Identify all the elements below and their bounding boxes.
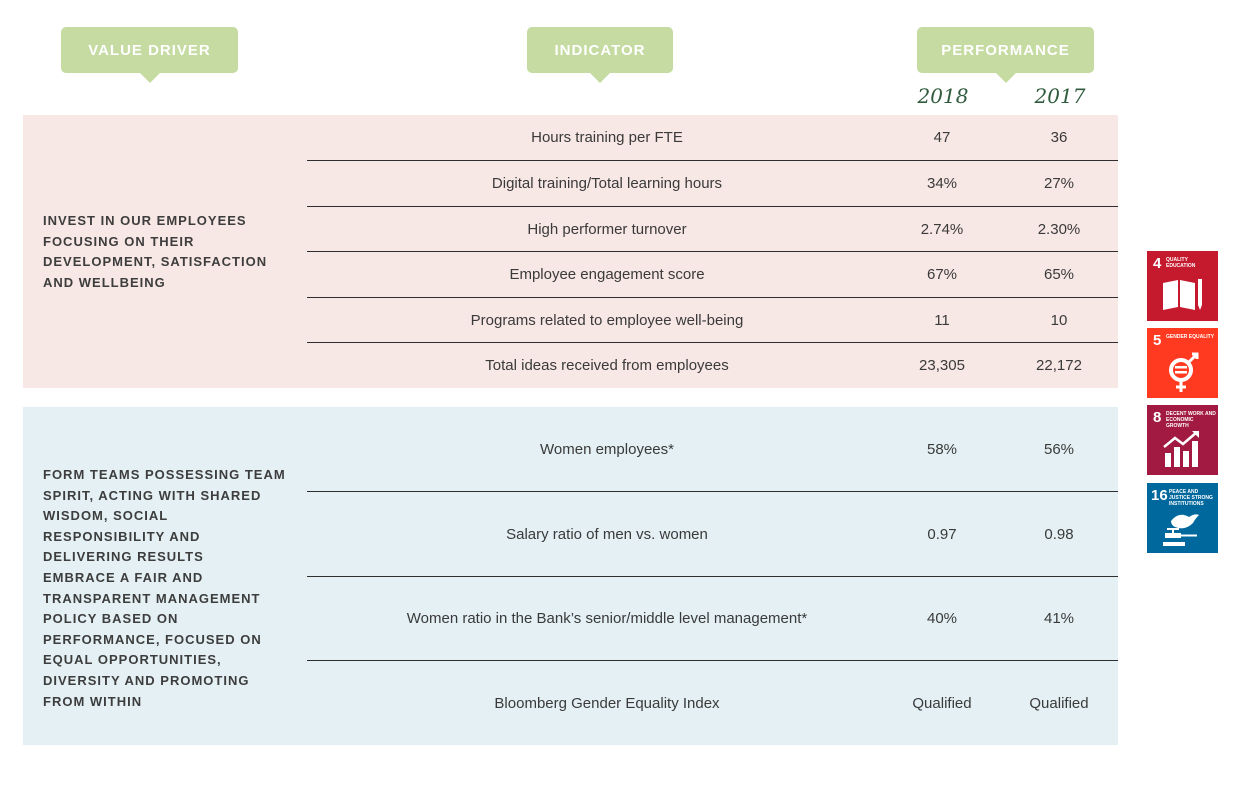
value-2018-cell: 23,305 <box>919 357 965 374</box>
table-row: Hours training per FTE 47 36 <box>307 115 1118 161</box>
table-row: High performer turnover 2.74% 2.30% <box>307 207 1118 252</box>
value-driver-text: INVEST IN OUR EMPLOYEES FOCUSING ON THEI… <box>43 213 268 290</box>
value-2017-cell: 27% <box>1043 175 1075 192</box>
sdg-label: DECENT WORK AND ECONOMIC GROWTH <box>1166 411 1216 429</box>
value-driver-text: EMBRACE A FAIR AND TRANSPARENT MANAGEMEN… <box>43 570 262 709</box>
employee-investment-section: INVEST IN OUR EMPLOYEES FOCUSING ON THEI… <box>23 115 1118 388</box>
table-row: Salary ratio of men vs. women 0.97 0.98 <box>307 492 1118 577</box>
sdg-5-tile: 5 GENDER EQUALITY <box>1147 328 1218 398</box>
sdg-16-tile: 16 PEACE AND JUSTICE STRONG INSTITUTIONS <box>1147 483 1218 553</box>
indicator-cell: Employee engagement score <box>509 266 705 283</box>
indicator-cell: Digital training/Total learning hours <box>491 175 723 192</box>
sdg-8-tile: 8 DECENT WORK AND ECONOMIC GROWTH <box>1147 405 1218 475</box>
value-2017-cell: 22,172 <box>1036 357 1082 374</box>
growth-chart-icon <box>1163 431 1199 467</box>
table-row: Programs related to employee well-being … <box>307 298 1118 343</box>
value-2018-cell: 11 <box>934 311 950 329</box>
table-row: Employee engagement score 67% 65% <box>307 252 1118 298</box>
indicator-cell: Total ideas received from employees <box>485 357 729 374</box>
indicator-header-label: INDICATOR <box>554 41 646 59</box>
table-row: Bloomberg Gender Equality Index Qualifie… <box>307 661 1118 745</box>
value-2017-cell: 65% <box>1043 266 1075 283</box>
sdg-number: 5 <box>1153 332 1162 349</box>
indicator-cell: Women ratio in the Bank’s senior/middle … <box>406 610 808 627</box>
sdg-number: 16 <box>1151 487 1168 504</box>
indicator-cell: Hours training per FTE <box>531 129 683 146</box>
value-2018-cell: 47 <box>933 129 951 146</box>
table-row: Women ratio in the Bank’s senior/middle … <box>307 577 1118 661</box>
indicator-cell: Salary ratio of men vs. women <box>506 525 708 543</box>
value-2018-cell: 0.97 <box>927 525 957 543</box>
table-row: Women employees* 58% 56% <box>307 407 1118 492</box>
year-2018-label: 2018 <box>917 84 969 108</box>
value-2017-cell: 36 <box>1050 129 1068 146</box>
value-2017-cell: 41% <box>1043 610 1075 627</box>
value-2017-cell: 0.98 <box>1044 525 1074 543</box>
value-2018-cell: 2.74% <box>920 220 964 238</box>
year-2017-label: 2017 <box>1034 84 1086 108</box>
sdg-number: 8 <box>1153 409 1162 426</box>
value-2018-cell: 58% <box>926 440 958 458</box>
indicator-cell: High performer turnover <box>527 220 687 238</box>
table-row: Digital training/Total learning hours 34… <box>307 161 1118 207</box>
dove-gavel-icon <box>1163 514 1199 546</box>
value-driver-header: VALUE DRIVER <box>61 27 238 83</box>
value-2018-cell: 34% <box>926 175 958 192</box>
book-pencil-icon <box>1163 279 1202 310</box>
value-2018-cell: 67% <box>926 266 958 283</box>
performance-header: PERFORMANCE <box>917 27 1094 83</box>
indicator-header: INDICATOR <box>527 27 673 83</box>
value-driver-header-label: VALUE DRIVER <box>88 41 211 59</box>
indicator-cell: Women employees* <box>540 440 674 458</box>
sdg-label: GENDER EQUALITY <box>1166 334 1215 340</box>
value-2017-cell: 2.30% <box>1037 220 1081 238</box>
value-2018-cell: 40% <box>926 610 958 627</box>
performance-header-label: PERFORMANCE <box>941 41 1070 59</box>
indicator-cell: Programs related to employee well-being <box>470 311 744 329</box>
gender-equality-icon <box>1169 352 1199 392</box>
sdg-label: PEACE AND JUSTICE STRONG INSTITUTIONS <box>1169 489 1213 507</box>
sdg-number: 4 <box>1153 255 1162 272</box>
value-2017-cell: 56% <box>1043 440 1075 458</box>
value-driver-text: FORM TEAMS POSSESSING TEAM SPIRIT, ACTIN… <box>43 467 286 565</box>
sdg-label: QUALITY EDUCATION <box>1166 257 1196 269</box>
team-management-section: FORM TEAMS POSSESSING TEAM SPIRIT, ACTIN… <box>23 407 1118 745</box>
indicator-cell: Bloomberg Gender Equality Index <box>494 694 720 712</box>
sdg-4-tile: 4 QUALITY EDUCATION <box>1147 251 1218 321</box>
value-2017-cell: 10 <box>1050 311 1068 329</box>
value-2017-cell: Qualified <box>1029 694 1089 712</box>
value-2018-cell: Qualified <box>912 694 972 712</box>
table-row: Total ideas received from employees 23,3… <box>307 343 1118 388</box>
